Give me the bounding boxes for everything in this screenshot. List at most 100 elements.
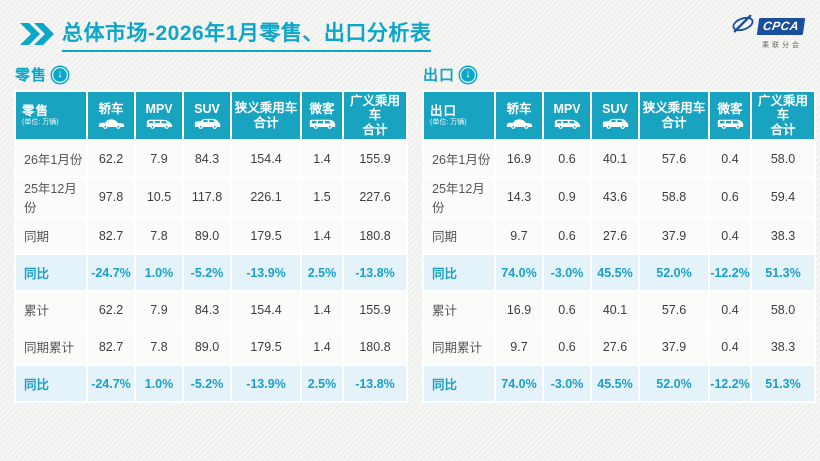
sedan-icon — [496, 118, 542, 129]
value-cell: 154.4 — [232, 141, 300, 177]
export-corner-header: 出口 (单位: 万辆) — [424, 92, 494, 140]
column-header-3: SUV — [184, 92, 230, 140]
value-cell: 0.6 — [544, 218, 590, 254]
page-title: 总体市场-2026年1月零售、出口分析表 — [62, 17, 432, 52]
microvan-icon — [710, 118, 750, 129]
column-label: 广义乘用车 — [349, 94, 400, 123]
export-data-table: 出口 (单位: 万辆) 轿车 MPV SUV 狭义乘用车 合计 微客 广义乘用车 合计 26年1月份… — [422, 90, 816, 404]
row-label: 同比 — [424, 255, 494, 291]
value-cell: 7.9 — [136, 141, 182, 177]
table-row: 25年12月份 97.8 10.5 117.8 226.1 1.5 227.6 — [16, 178, 406, 217]
suv-icon — [184, 118, 230, 129]
value-cell: -5.2% — [184, 366, 230, 402]
page-title-rest: -2026年1月零售、出口分析表 — [148, 21, 432, 45]
value-cell: 40.1 — [592, 292, 638, 328]
value-cell: 1.4 — [302, 292, 342, 328]
row-label: 同比 — [16, 255, 86, 291]
value-cell: 9.7 — [496, 329, 542, 365]
row-label: 同期 — [424, 218, 494, 254]
slide-header: 总体市场-2026年1月零售、出口分析表 CPCA 乘联分会 — [20, 14, 806, 54]
export-section-header: 出口 ↓ — [423, 64, 477, 85]
value-cell: 155.9 — [344, 141, 406, 177]
value-cell: 84.3 — [184, 292, 230, 328]
cpca-logo-text: CPCA — [756, 18, 806, 35]
column-label: MPV — [145, 102, 173, 117]
value-cell: 58.8 — [640, 178, 708, 217]
mpv-icon — [544, 118, 590, 129]
value-cell: -24.7% — [88, 255, 134, 291]
column-header-6: 广义乘用车 合计 — [344, 92, 406, 140]
column-label: SUV — [602, 102, 628, 117]
column-label: SUV — [194, 102, 220, 117]
row-label: 同期 — [16, 218, 86, 254]
table-row: 同比 74.0% -3.0% 45.5% 52.0% -12.2% 51.3% — [424, 255, 814, 291]
value-cell: 0.6 — [544, 292, 590, 328]
value-cell: 82.7 — [88, 329, 134, 365]
retail-section-header: 零售 ↓ — [15, 64, 69, 85]
cpca-logo: CPCA 乘联分会 — [731, 14, 806, 50]
row-label: 累计 — [16, 292, 86, 328]
corner-label: 零售 — [22, 103, 50, 118]
sedan-icon — [88, 118, 134, 129]
value-cell: 226.1 — [232, 178, 300, 217]
value-cell: 2.5% — [302, 255, 342, 291]
value-cell: -13.8% — [344, 255, 406, 291]
value-cell: 7.8 — [136, 218, 182, 254]
row-label: 25年12月份 — [16, 178, 86, 217]
export-table: 出口 (单位: 万辆) 轿车 MPV SUV 狭义乘用车 合计 微客 广义乘用车 合计 26年1月份… — [422, 90, 816, 404]
value-cell: 84.3 — [184, 141, 230, 177]
value-cell: 179.5 — [232, 218, 300, 254]
row-label: 26年1月份 — [424, 141, 494, 177]
retail-data-table: 零售 (单位: 万辆) 轿车 MPV SUV 狭义乘用车 合计 微客 广义乘用车 合计 26年1月份… — [14, 90, 408, 404]
value-cell: 38.3 — [752, 329, 814, 365]
value-cell: 89.0 — [184, 329, 230, 365]
value-cell: 180.8 — [344, 218, 406, 254]
row-label: 同比 — [16, 366, 86, 402]
value-cell: 16.9 — [496, 141, 542, 177]
value-cell: 14.3 — [496, 178, 542, 217]
table-row: 26年1月份 16.9 0.6 40.1 57.6 0.4 58.0 — [424, 141, 814, 177]
table-row: 26年1月份 62.2 7.9 84.3 154.4 1.4 155.9 — [16, 141, 406, 177]
value-cell: -13.9% — [232, 366, 300, 402]
value-cell: 58.0 — [752, 141, 814, 177]
value-cell: 40.1 — [592, 141, 638, 177]
circle-down-arrow-icon: ↓ — [52, 66, 69, 83]
value-cell: 27.6 — [592, 329, 638, 365]
column-label-line2: 合计 — [661, 115, 687, 130]
value-cell: 51.3% — [752, 255, 814, 291]
value-cell: -24.7% — [88, 366, 134, 402]
value-cell: 0.6 — [544, 329, 590, 365]
value-cell: 7.9 — [136, 292, 182, 328]
value-cell: 155.9 — [344, 292, 406, 328]
column-header-2: MPV — [544, 92, 590, 140]
column-label-line2: 合计 — [770, 122, 796, 137]
value-cell: 74.0% — [496, 366, 542, 402]
value-cell: 0.6 — [710, 178, 750, 217]
column-label: 狭义乘用车 — [642, 101, 706, 116]
column-label-line2: 合计 — [362, 122, 388, 137]
double-chevron-icon — [20, 23, 54, 45]
column-label-line2: 合计 — [253, 115, 279, 130]
value-cell: 0.4 — [710, 218, 750, 254]
value-cell: 1.4 — [302, 218, 342, 254]
value-cell: 117.8 — [184, 178, 230, 217]
value-cell: 1.0% — [136, 255, 182, 291]
value-cell: 37.9 — [640, 329, 708, 365]
value-cell: 179.5 — [232, 329, 300, 365]
value-cell: -13.9% — [232, 255, 300, 291]
value-cell: -5.2% — [184, 255, 230, 291]
column-header-5: 微客 — [710, 92, 750, 140]
value-cell: 7.8 — [136, 329, 182, 365]
column-label: 狭义乘用车 — [234, 101, 298, 116]
value-cell: 38.3 — [752, 218, 814, 254]
value-cell: 89.0 — [184, 218, 230, 254]
value-cell: 52.0% — [640, 255, 708, 291]
table-row: 同期 9.7 0.6 27.6 37.9 0.4 38.3 — [424, 218, 814, 254]
value-cell: 2.5% — [302, 366, 342, 402]
table-row: 25年12月份 14.3 0.9 43.6 58.8 0.6 59.4 — [424, 178, 814, 217]
value-cell: 227.6 — [344, 178, 406, 217]
column-label: 轿车 — [506, 102, 532, 117]
value-cell: 16.9 — [496, 292, 542, 328]
table-row: 同比 -24.7% 1.0% -5.2% -13.9% 2.5% -13.8% — [16, 255, 406, 291]
value-cell: -13.8% — [344, 366, 406, 402]
